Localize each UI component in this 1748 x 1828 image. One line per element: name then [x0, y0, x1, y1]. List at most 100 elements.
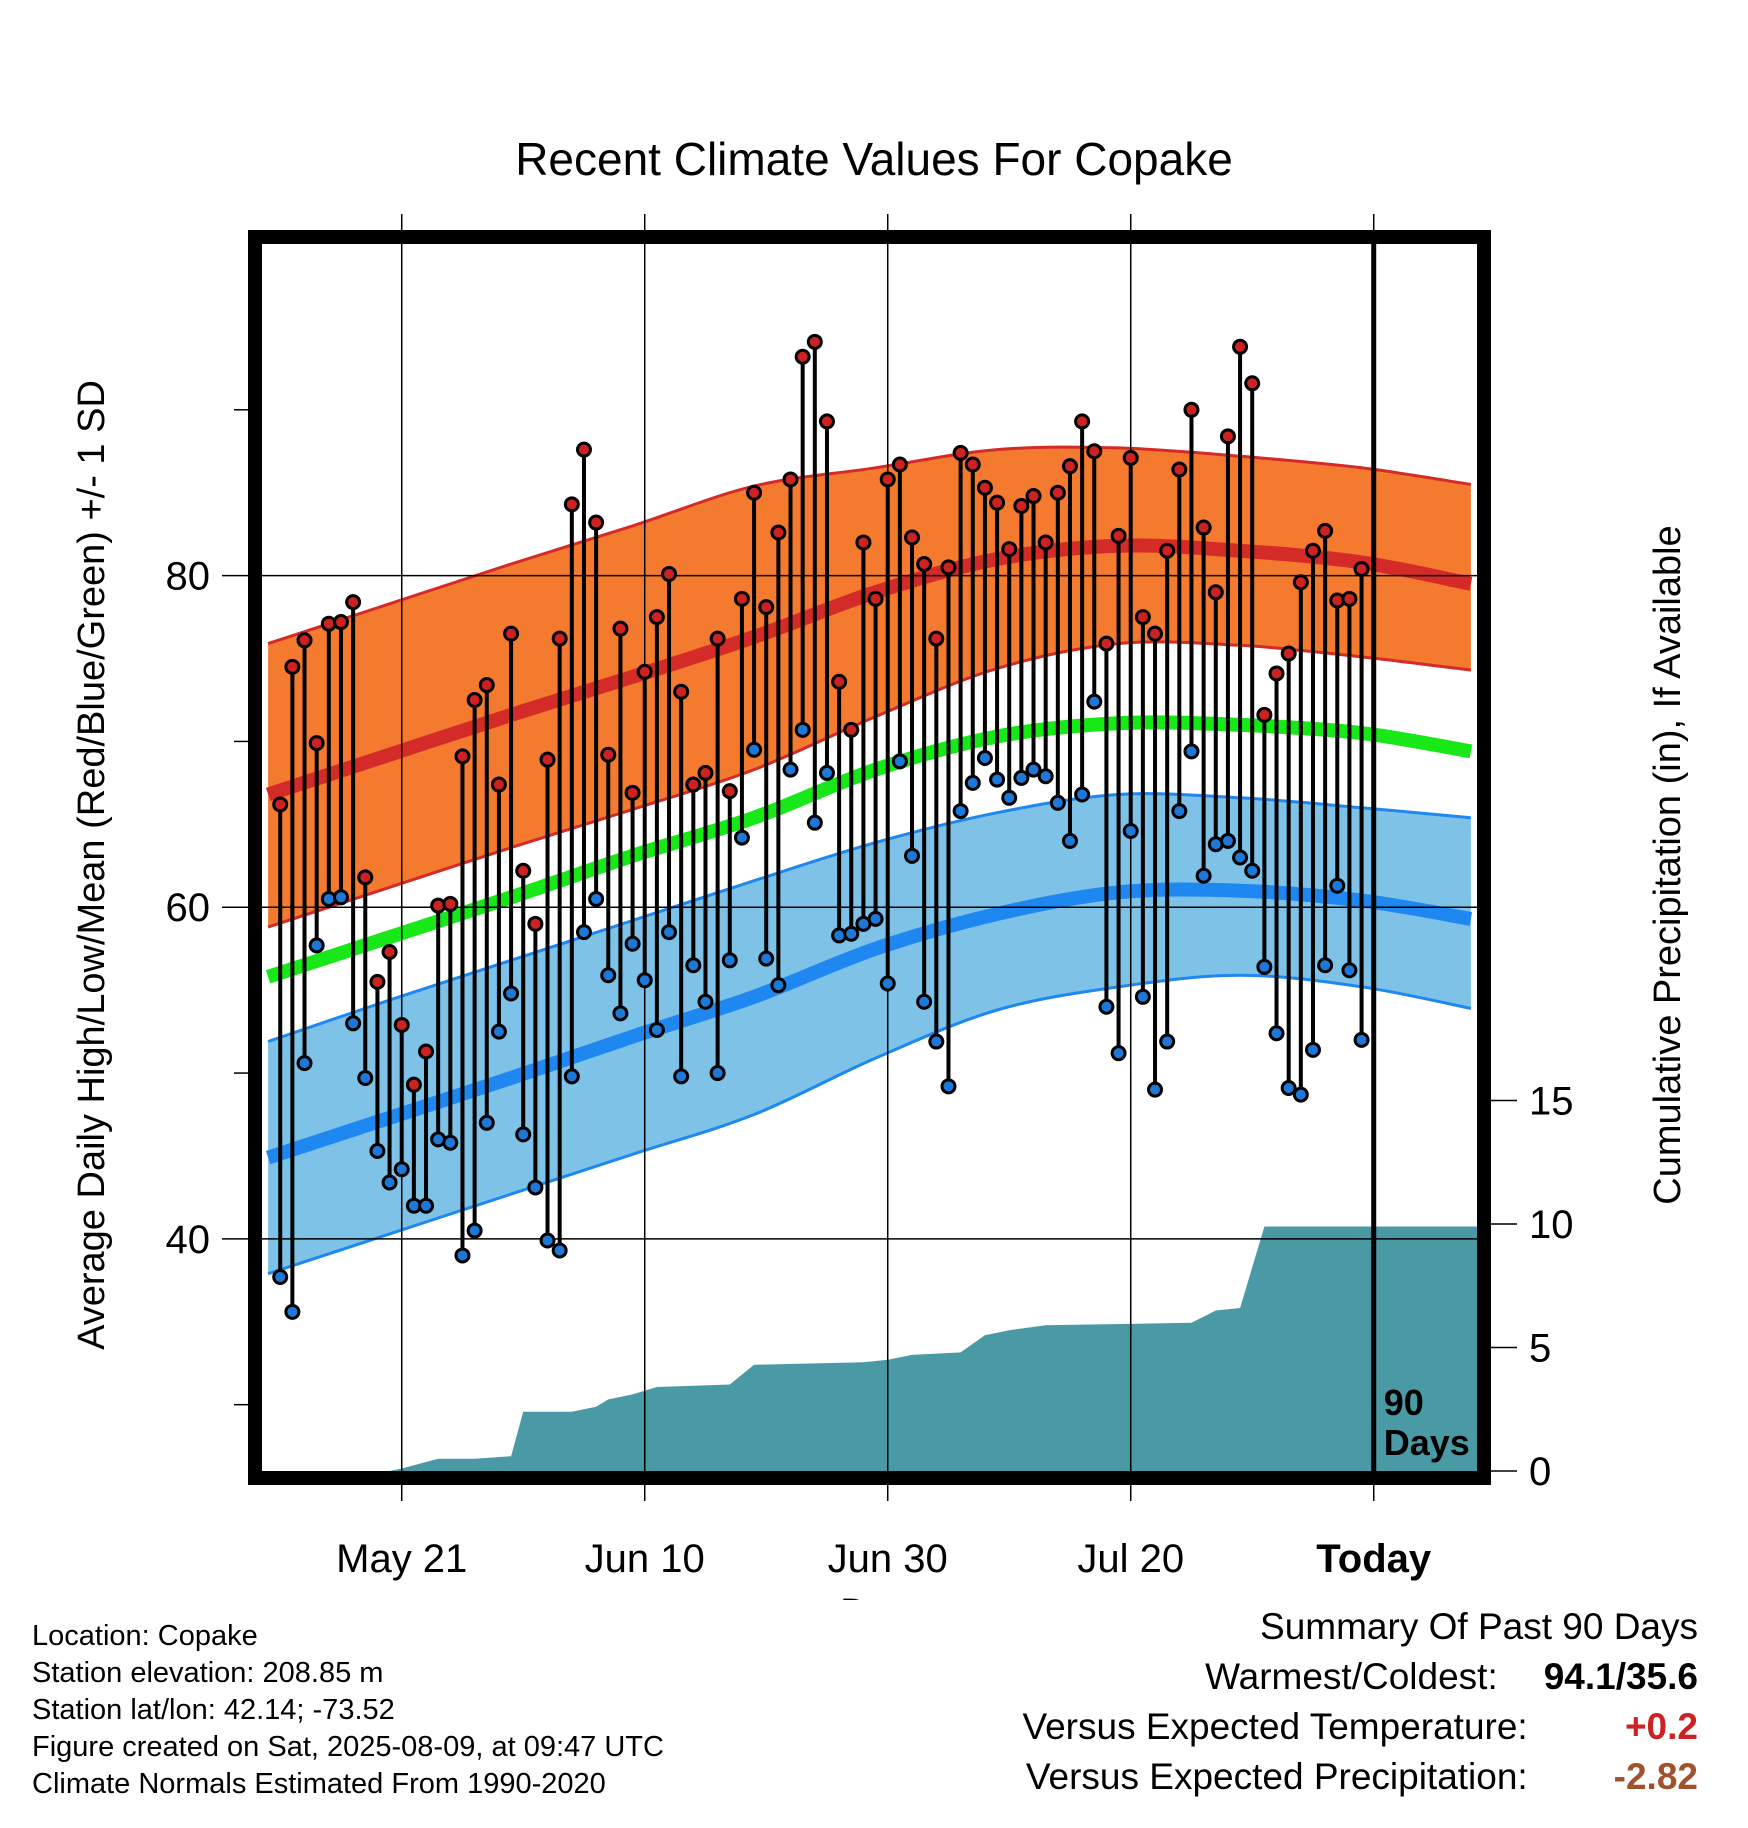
daily-low-point	[308, 937, 325, 954]
daily-low-point	[1013, 769, 1030, 786]
daily-high-point	[1195, 519, 1212, 536]
daily-high-point	[1098, 635, 1115, 652]
daily-low-point	[661, 924, 678, 941]
summary-panel: Summary Of Past 90 Days Warmest/Coldest:…	[1022, 1602, 1698, 1802]
temp-anomaly-row: Versus Expected Temperature: +0.2	[1022, 1702, 1698, 1752]
daily-high-point	[1122, 449, 1139, 466]
daily-high-point	[843, 721, 860, 738]
daily-high-point	[770, 524, 787, 541]
latlon-text: Station lat/lon: 42.14; -73.52	[32, 1694, 395, 1726]
y2-tick-label: 0	[1529, 1450, 1551, 1494]
today-days-number: 90	[1384, 1382, 1424, 1423]
daily-low-point	[891, 753, 908, 770]
daily-high-point	[527, 915, 544, 932]
daily-low-point	[600, 967, 617, 984]
daily-low-point	[843, 925, 860, 942]
daily-low-point	[1329, 877, 1346, 894]
daily-high-point	[940, 559, 957, 576]
daily-high-point	[272, 796, 289, 813]
daily-high-point	[685, 776, 702, 793]
daily-high-point	[1292, 574, 1309, 591]
daily-low-point	[1341, 962, 1358, 979]
created-text: Figure created on Sat, 2025-08-09, at 09…	[32, 1731, 664, 1763]
daily-low-point	[952, 803, 969, 820]
daily-high-point	[1159, 542, 1176, 559]
daily-high-point	[284, 658, 301, 675]
daily-high-point	[1074, 413, 1091, 430]
daily-high-point	[600, 746, 617, 763]
daily-high-point	[904, 529, 921, 546]
daily-high-point	[1086, 443, 1103, 460]
daily-high-point	[442, 895, 459, 912]
daily-low-point	[1110, 1045, 1127, 1062]
daily-low-point	[1232, 849, 1249, 866]
daily-high-point	[418, 1043, 435, 1060]
elevation-text: Station elevation: 208.85 m	[32, 1657, 384, 1689]
daily-high-point	[855, 534, 872, 551]
daily-high-point	[551, 630, 568, 647]
daily-high-point	[612, 620, 629, 637]
x-tick-label: May 21	[336, 1537, 467, 1581]
cumulative-precip-area	[389, 1226, 1477, 1471]
daily-high-point	[1061, 458, 1078, 475]
daily-high-point	[588, 514, 605, 531]
plot-frame	[248, 230, 1491, 1485]
daily-high-point	[721, 783, 738, 800]
daily-low-point	[1256, 958, 1273, 975]
daily-high-point	[1244, 375, 1261, 392]
y-axis-label: Average Daily High/Low/Mean (Red/Blue/Gr…	[71, 380, 113, 1350]
daily-low-point	[612, 1005, 629, 1022]
daily-high-point	[1037, 534, 1054, 551]
daily-low-point	[478, 1114, 495, 1131]
daily-low-point	[976, 750, 993, 767]
daily-high-point	[782, 471, 799, 488]
daily-low-point	[1061, 832, 1078, 849]
daily-low-point	[904, 847, 921, 864]
daily-low-point	[393, 1161, 410, 1178]
daily-low-point	[709, 1065, 726, 1082]
daily-high-point	[964, 456, 981, 473]
daily-high-point	[879, 471, 896, 488]
daily-high-point	[466, 691, 483, 708]
x-tick-label: Jul 20	[1077, 1537, 1184, 1581]
warm-cold-label: Warmest/Coldest:	[1205, 1656, 1498, 1697]
daily-low-point	[721, 952, 738, 969]
normals-text: Climate Normals Estimated From 1990-2020	[32, 1768, 606, 1800]
y-tick-label: 60	[166, 886, 211, 930]
daily-low-point	[1086, 693, 1103, 710]
temp-anomaly-label: Versus Expected Temperature:	[1022, 1706, 1528, 1747]
daily-low-point	[1159, 1033, 1176, 1050]
daily-low-point	[296, 1055, 313, 1072]
daily-high-point	[381, 944, 398, 961]
daily-low-point	[1317, 957, 1334, 974]
chart-title: Recent Climate Values For Copake	[515, 133, 1233, 185]
x-tick-label: Today	[1316, 1537, 1432, 1581]
daily-high-point	[405, 1076, 422, 1093]
precip-anomaly-label: Versus Expected Precipitation:	[1025, 1756, 1528, 1797]
daily-high-point	[952, 444, 969, 461]
daily-low-point	[867, 910, 884, 927]
daily-high-point	[916, 556, 933, 573]
daily-low-point	[527, 1179, 544, 1196]
daily-low-point	[758, 950, 775, 967]
y2-tick-label: 10	[1529, 1203, 1574, 1247]
daily-high-point	[806, 333, 823, 350]
daily-low-point	[1049, 794, 1066, 811]
y2-tick-label: 15	[1529, 1080, 1574, 1124]
daily-high-point	[733, 590, 750, 607]
daily-high-point	[308, 735, 325, 752]
daily-low-point	[454, 1247, 471, 1264]
daily-high-point	[357, 869, 374, 886]
daily-high-point	[831, 673, 848, 690]
daily-high-point	[648, 609, 665, 626]
daily-low-point	[381, 1174, 398, 1191]
daily-low-point	[588, 890, 605, 907]
daily-low-point	[685, 957, 702, 974]
daily-high-point	[369, 973, 386, 990]
daily-low-point	[490, 1023, 507, 1040]
daily-low-point	[369, 1142, 386, 1159]
precip-anomaly-value: -2.82	[1613, 1756, 1698, 1797]
daily-high-point	[515, 862, 532, 879]
daily-low-point	[332, 889, 349, 906]
